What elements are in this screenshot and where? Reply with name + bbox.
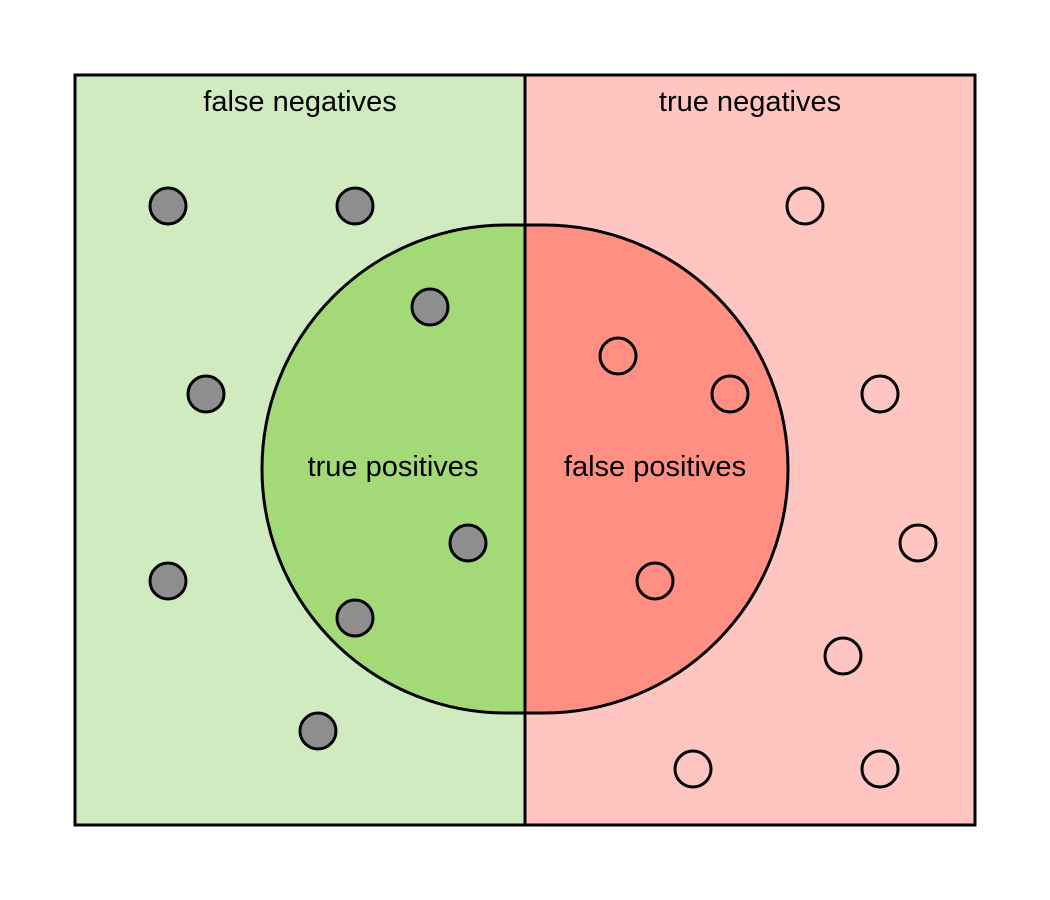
positive-dot [412,289,448,325]
positive-dot [150,563,186,599]
true-negatives-label: true negatives [659,86,841,118]
false-negatives-label: false negatives [203,86,396,118]
false-positives-label: false positives [564,451,746,483]
true-positives-label: true positives [308,451,479,483]
positive-dot [450,525,486,561]
positive-dot [337,600,373,636]
positive-dot [337,188,373,224]
positive-dot [300,713,336,749]
positive-dot [150,188,186,224]
positive-dot [188,376,224,412]
